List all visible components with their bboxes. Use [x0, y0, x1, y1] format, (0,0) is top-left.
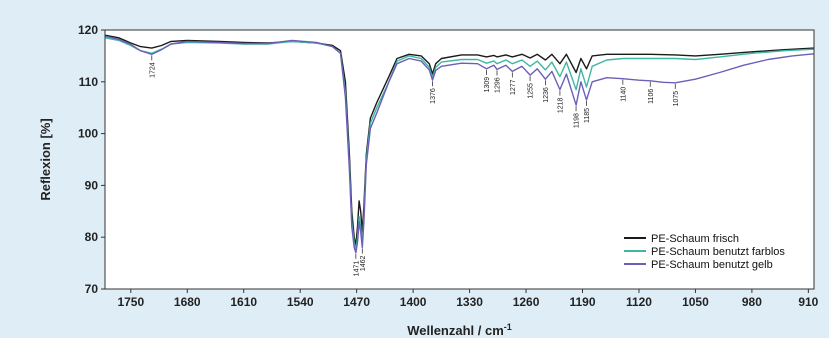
y-tick-label-100: 100: [78, 127, 98, 141]
y-axis-ticks: 70 80 90 100 110 120: [78, 23, 105, 296]
x-axis-title-sup: -1: [504, 322, 512, 332]
peak-label-1236: 1236: [543, 87, 550, 103]
peak-label-1296: 1296: [495, 77, 502, 93]
peak-label-1106: 1106: [648, 89, 655, 104]
y-axis-title: Reflexion [%]: [38, 118, 53, 200]
peak-label-1218: 1218: [557, 97, 564, 113]
x-tick-label-1330: 1330: [456, 295, 483, 309]
x-tick-label-1540: 1540: [287, 295, 314, 309]
x-axis-title: Wellenzahl / cm-1: [407, 322, 512, 338]
peak-label-1140: 1140: [620, 87, 627, 102]
x-tick-label-1680: 1680: [174, 295, 201, 309]
legend-label-2: PE-Schaum benutzt farblos: [651, 246, 785, 258]
series-line-3: [104, 35, 815, 254]
peak-label-1185: 1185: [584, 108, 591, 123]
x-tick-label-910: 910: [798, 295, 818, 309]
x-tick-label-1750: 1750: [117, 295, 144, 309]
legend-label-1: PE-Schaum frisch: [651, 233, 739, 245]
legend-label-3: PE-Schaum benutzt gelb: [651, 259, 773, 271]
x-tick-label-1470: 1470: [343, 295, 370, 309]
x-axis-ticks: 1750 1680 1610 1540 1470 1400 1330 1260 1190 1120…: [117, 289, 819, 309]
y-tick-label-90: 90: [85, 178, 99, 192]
peak-label-1376: 1376: [430, 88, 437, 104]
peak-label-1471: 1471: [353, 261, 360, 277]
y-tick-label-70: 70: [85, 282, 99, 296]
x-tick-label-980: 980: [742, 295, 762, 309]
series-layer: [104, 34, 815, 254]
y-tick-label-80: 80: [85, 230, 99, 244]
x-tick-label-1120: 1120: [626, 295, 652, 309]
x-tick-label-1610: 1610: [230, 295, 257, 309]
peak-label-1198: 1198: [574, 113, 581, 128]
peak-label-1724: 1724: [149, 62, 156, 78]
peak-label-1462: 1462: [360, 255, 367, 271]
x-tick-label-1400: 1400: [400, 295, 427, 309]
y-tick-label-120: 120: [78, 23, 98, 37]
x-axis-title-main: Wellenzahl / cm: [407, 323, 504, 338]
plot-background: [105, 30, 814, 289]
peak-label-1277: 1277: [510, 79, 517, 95]
x-tick-label-1190: 1190: [569, 295, 595, 309]
annotation-layer: 1724 1471 1462 1376 1309 1296 1277 1255 1236 1218…: [149, 55, 680, 277]
x-tick-label-1260: 1260: [513, 295, 540, 309]
plot-frame: [104, 29, 815, 290]
peak-label-1075: 1075: [673, 91, 680, 107]
x-tick-label-1050: 1050: [682, 295, 709, 309]
y-tick-label-110: 110: [79, 75, 99, 89]
peak-label-1309: 1309: [484, 77, 491, 93]
peak-label-1255: 1255: [528, 83, 535, 99]
